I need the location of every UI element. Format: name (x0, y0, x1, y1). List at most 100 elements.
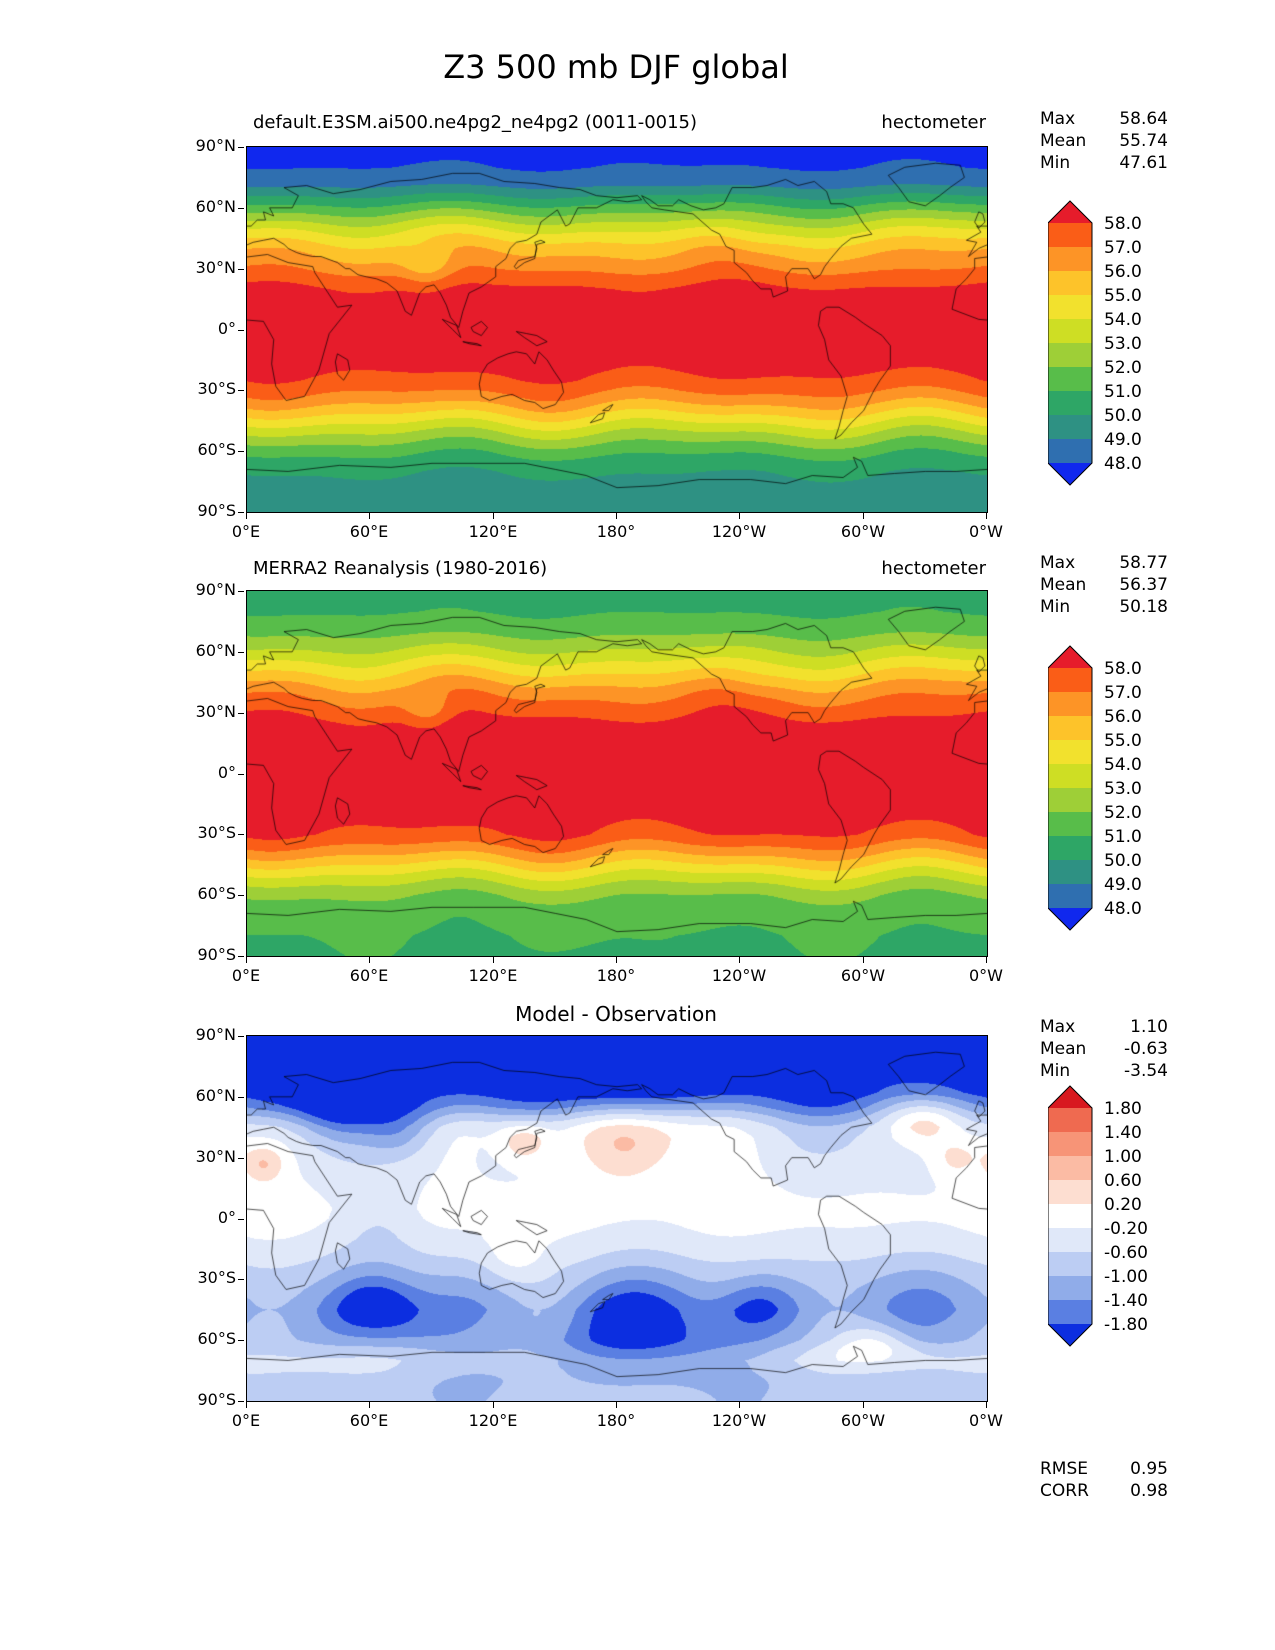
colorbar-band (1048, 1228, 1092, 1252)
x-tick-label: 60°E (349, 522, 389, 541)
stat-value: 47.61 (1119, 153, 1168, 173)
stat-value: 58.77 (1119, 553, 1168, 573)
colorbar-label: 56.0 (1104, 707, 1142, 727)
stat-label: Max (1040, 109, 1076, 129)
stat-value: -0.63 (1124, 1039, 1168, 1059)
panel2-units: hectometer (881, 558, 986, 579)
panel1-stats: Max 58.64 Mean 55.74 Min 47.61 (1040, 108, 1168, 174)
stat-row: Mean 55.74 (1040, 130, 1168, 152)
stat-value: 50.18 (1119, 597, 1168, 617)
colorbar-label: 54.0 (1104, 310, 1142, 330)
colorbar-band (1048, 391, 1092, 415)
panel2-stats: Max 58.77 Mean 56.37 Min 50.18 (1040, 552, 1168, 618)
colorbar-top-extend (1048, 201, 1092, 223)
colorbar-bottom-extend (1048, 908, 1092, 930)
x-tick-mark (616, 957, 617, 963)
panel1-map: 0°E 60°E 120°E 180° 120°W 60°W 0°W 90°N 60°N 30°N… (196, 136, 1003, 541)
colorbar-label: 49.0 (1104, 875, 1142, 895)
colorbar-label: 56.0 (1104, 262, 1142, 282)
colorbar-label: 0.60 (1104, 1171, 1142, 1191)
colorbar-label: 53.0 (1104, 334, 1142, 354)
y-tick-label: 90°S (197, 1390, 236, 1409)
y-tick-label: 60°N (195, 641, 236, 660)
y-tick-mark (238, 956, 244, 957)
colorbar-label: 58.0 (1104, 214, 1142, 234)
x-tick-mark (246, 957, 247, 963)
colorbar-label: 52.0 (1104, 803, 1142, 823)
colorbar-band (1048, 415, 1092, 439)
stat-value: -3.54 (1124, 1061, 1168, 1081)
y-tick-mark (238, 591, 244, 592)
y-tick-mark (238, 390, 244, 391)
panel2-title: MERRA2 Reanalysis (1980-2016) (253, 558, 548, 579)
colorbar-label: 55.0 (1104, 731, 1142, 751)
y-tick-label: 60°S (197, 440, 236, 459)
stat-row: Min 47.61 (1040, 152, 1168, 174)
stat-row: Max 58.77 (1040, 552, 1168, 574)
x-tick-label: 0°W (969, 966, 1003, 985)
stat-label: Max (1040, 553, 1076, 573)
colorbar-label: 1.00 (1104, 1147, 1142, 1167)
y-tick-mark (238, 895, 244, 896)
colorbar-outline (1047, 645, 1093, 931)
stat-row: Max 1.10 (1040, 1016, 1168, 1038)
colorbar-band (1048, 884, 1092, 908)
y-tick-mark (238, 147, 244, 148)
x-tick-label: 120°W (711, 522, 767, 541)
y-tick-label: 0° (217, 763, 236, 782)
colorbar-band (1048, 836, 1092, 860)
colorbar-label: 50.0 (1104, 851, 1142, 871)
y-tick-label: 90°N (195, 1025, 236, 1044)
x-tick-label: 0°E (231, 522, 261, 541)
y-tick-label: 90°S (197, 501, 236, 520)
stat-value: 56.37 (1119, 575, 1168, 595)
stat-label: Min (1040, 1061, 1071, 1081)
colorbar-band (1048, 439, 1092, 463)
colorbar-band (1048, 1300, 1092, 1324)
colorbar-band (1048, 860, 1092, 884)
colorbar-label: 49.0 (1104, 430, 1142, 450)
x-tick-mark (739, 513, 740, 519)
stat-label: Mean (1040, 575, 1087, 595)
stat-label: CORR (1040, 1481, 1089, 1501)
y-tick-label: 30°S (197, 1268, 236, 1287)
x-tick-label: 0°W (969, 522, 1003, 541)
stat-label: Max (1040, 1017, 1076, 1037)
colorbar-band (1048, 343, 1092, 367)
colorbar-band (1048, 788, 1092, 812)
colorbar-band (1048, 1252, 1092, 1276)
stat-label: Mean (1040, 1039, 1087, 1059)
x-tick-mark (369, 1402, 370, 1408)
colorbar-bottom-extend (1048, 463, 1092, 485)
colorbar-bottom-extend (1048, 1324, 1092, 1346)
y-tick-label: 60°N (195, 197, 236, 216)
x-tick-label: 60°E (349, 1411, 389, 1430)
colorbar-band (1048, 740, 1092, 764)
colorbar-band (1048, 764, 1092, 788)
colorbar-band (1048, 1276, 1092, 1300)
colorbar-label: 54.0 (1104, 755, 1142, 775)
x-tick-mark (739, 1402, 740, 1408)
x-tick-label: 60°W (840, 966, 886, 985)
stat-row: Mean -0.63 (1040, 1038, 1168, 1060)
y-tick-mark (238, 1340, 244, 1341)
x-tick-label: 120°E (468, 1411, 518, 1430)
y-tick-mark (238, 208, 244, 209)
panel1-colorbar: 58.0 57.0 56.0 55.0 54.0 53.0 52.0 51.0 50.0 49.0… (1047, 200, 1168, 490)
colorbar-label: 57.0 (1104, 683, 1142, 703)
colorbar-label: -1.80 (1104, 1315, 1148, 1335)
panel3-map: 0°E 60°E 120°E 180° 120°W 60°W 0°W 90°N 60°N 30°N… (196, 1025, 1003, 1430)
x-tick-label: 120°E (468, 522, 518, 541)
y-tick-mark (238, 1158, 244, 1159)
panel2-map: 0°E 60°E 120°E 180° 120°W 60°W 0°W 90°N 60°N 30°N… (196, 580, 1003, 985)
y-tick-label: 30°N (195, 258, 236, 277)
colorbar-svg: 58.0 57.0 56.0 55.0 54.0 53.0 52.0 51.0 50.0 49.0… (1047, 200, 1142, 486)
x-tick-label: 60°W (840, 522, 886, 541)
stat-value: 55.74 (1119, 131, 1168, 151)
colorbar-label: 57.0 (1104, 238, 1142, 258)
stat-row: Min -3.54 (1040, 1060, 1168, 1082)
stat-label: Mean (1040, 131, 1087, 151)
x-tick-mark (616, 513, 617, 519)
colorbar-label: 1.40 (1104, 1123, 1142, 1143)
colorbar-label: 0.20 (1104, 1195, 1142, 1215)
